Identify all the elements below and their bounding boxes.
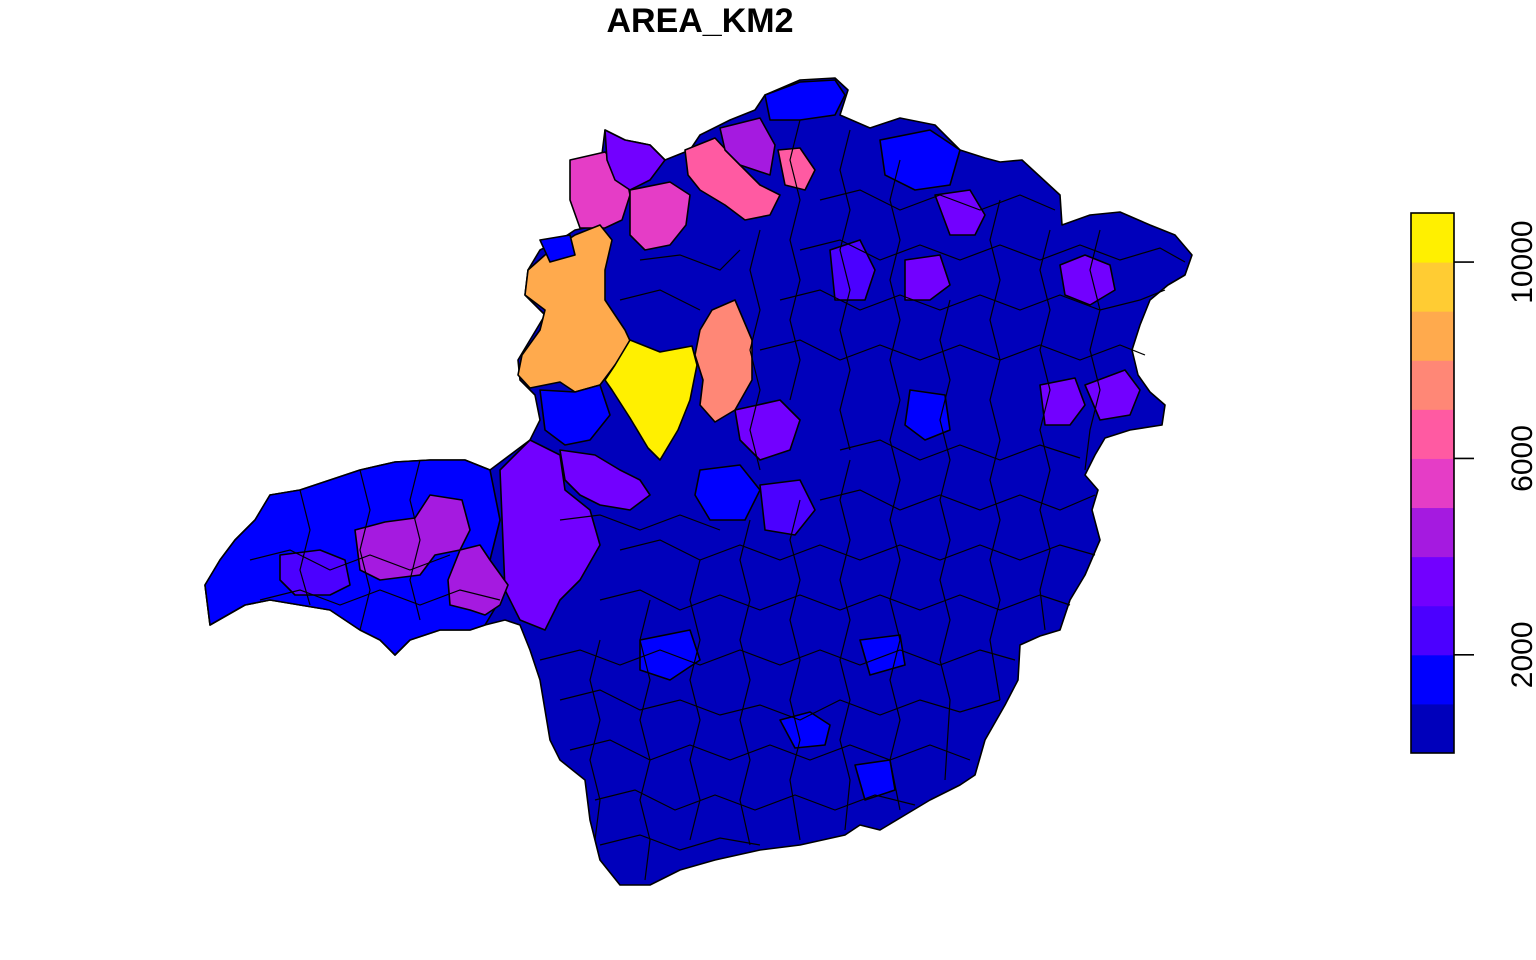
municipality-boundaries [249, 119, 1186, 881]
region-north-magenta-2 [629, 181, 691, 251]
region-north-purple [604, 129, 666, 191]
region-center-blue-1 [539, 384, 611, 446]
legend-color-bins [1411, 213, 1454, 754]
region-west-purple-2 [447, 544, 509, 616]
legend-ticks: 2000 6000 10000 [1454, 220, 1536, 688]
region-south-cluster [779, 711, 831, 749]
region-center-purple-2 [734, 399, 801, 461]
legend-tick-label-1: 6000 [1506, 425, 1536, 492]
legend-bin-2 [1411, 605, 1454, 656]
legend-bin-4 [1411, 507, 1454, 558]
legend: 2000 6000 10000 [1410, 212, 1536, 754]
region-north-pink-2 [777, 147, 816, 191]
legend-tick-label-2: 10000 [1506, 220, 1536, 303]
region-west-triangle-east [499, 439, 601, 631]
legend-bin-8 [1411, 311, 1454, 361]
region-center-blue-2 [694, 464, 761, 521]
region-yellow [604, 339, 698, 461]
legend-bin-9 [1411, 262, 1454, 312]
region-west-purple-1 [354, 494, 471, 581]
region-east-blue-1 [904, 389, 951, 441]
region-center-blue-3 [759, 479, 816, 536]
region-east-purple-1 [1039, 377, 1086, 426]
legend-bin-3 [1411, 556, 1454, 607]
region-west-triangle-west [204, 459, 501, 656]
region-north-purple-2 [719, 117, 776, 176]
region-east-purple-2 [1084, 369, 1141, 421]
legend-bin-10 [1411, 213, 1454, 263]
legend-bin-5 [1411, 458, 1454, 509]
region-south-blue-1 [854, 759, 896, 801]
region-northeast-purple-1 [934, 189, 986, 236]
region-north-blue-1 [764, 79, 846, 121]
region-center-purple-1 [559, 449, 651, 511]
legend-frame [1410, 212, 1455, 754]
region-northeast-blue-1 [879, 129, 961, 191]
region-west-blue-1 [279, 549, 351, 596]
regions-layer [204, 77, 1193, 886]
region-salmon [694, 299, 753, 423]
region-south-blue-2 [639, 629, 701, 681]
map-title: AREA_KM2 [606, 2, 794, 40]
legend-bin-6 [1411, 409, 1454, 459]
region-north-blue-2 [539, 234, 576, 263]
legend-bin-0 [1411, 703, 1454, 754]
legend-tick-label-0: 2000 [1506, 621, 1536, 688]
legend-bin-7 [1411, 360, 1454, 410]
region-northeast-purple-2 [1059, 254, 1116, 306]
legend-bin-1 [1411, 654, 1454, 705]
region-northeast-purple-3 [904, 254, 951, 301]
